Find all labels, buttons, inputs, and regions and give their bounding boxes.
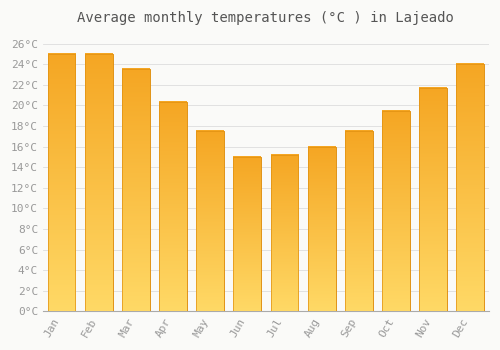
Bar [382,111,410,312]
Bar [48,54,76,312]
Bar [196,131,224,312]
Bar [234,157,262,312]
Title: Average monthly temperatures (°C ) in Lajeado: Average monthly temperatures (°C ) in La… [78,11,454,25]
Bar [85,54,112,312]
Bar [382,111,410,312]
Bar [456,64,484,312]
Bar [419,88,447,312]
Bar [234,157,262,312]
Bar [122,69,150,312]
Bar [196,131,224,312]
Bar [345,131,373,312]
Bar [159,102,187,312]
Bar [308,147,336,312]
Bar [456,64,484,312]
Bar [159,102,187,312]
Bar [308,147,336,312]
Bar [270,155,298,312]
Bar [48,54,76,312]
Bar [270,155,298,312]
Bar [419,88,447,312]
Bar [85,54,112,312]
Bar [122,69,150,312]
Bar [345,131,373,312]
